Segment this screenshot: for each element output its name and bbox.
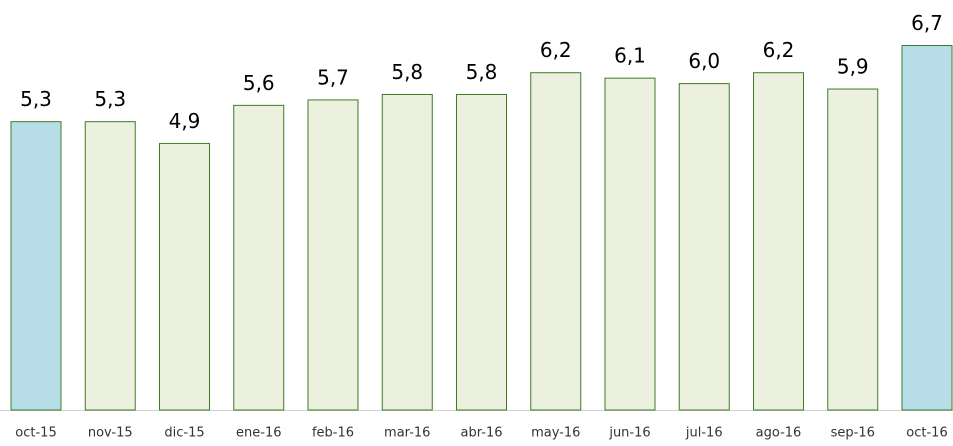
- value-label: 5,9: [837, 55, 869, 79]
- value-label: 4,9: [169, 109, 201, 133]
- value-label: 6,2: [540, 38, 572, 62]
- bar: [827, 88, 879, 411]
- x-tick-label: dic-15: [164, 426, 204, 441]
- x-tick-label: oct-16: [906, 426, 947, 441]
- bar: [530, 72, 582, 411]
- value-label: 5,3: [94, 87, 126, 111]
- x-tick-label: oct-15: [15, 426, 56, 441]
- x-tick-label: feb-16: [312, 426, 354, 441]
- x-tick-label: may-16: [531, 426, 580, 441]
- value-label: 6,0: [688, 49, 720, 73]
- bar: [901, 45, 953, 411]
- bar: [233, 104, 285, 411]
- bar: [604, 77, 656, 411]
- value-label: 5,8: [466, 60, 498, 84]
- bar: [456, 93, 507, 411]
- bar: [84, 121, 136, 411]
- value-label: 5,7: [317, 65, 349, 89]
- bar: [753, 72, 804, 411]
- x-tick-label: ene-16: [236, 426, 281, 441]
- x-tick-label: jun-16: [608, 426, 650, 441]
- value-label: 6,7: [911, 11, 943, 35]
- value-label: 6,2: [763, 38, 795, 62]
- x-tick-label: jul-16: [685, 426, 723, 441]
- x-tick-label: nov-15: [88, 426, 133, 441]
- x-tick-label: mar-16: [384, 426, 430, 441]
- x-tick-label: ago-16: [756, 426, 802, 441]
- bar: [381, 93, 433, 411]
- bar: [159, 142, 210, 411]
- bar: [10, 121, 62, 411]
- value-label: 5,8: [391, 60, 423, 84]
- value-label: 5,6: [243, 71, 275, 95]
- value-label: 5,3: [20, 87, 52, 111]
- x-tick-label: abr-16: [461, 426, 503, 441]
- bar: [307, 99, 359, 411]
- x-tick-label: sep-16: [831, 426, 875, 441]
- bar: [678, 83, 730, 411]
- value-label: 6,1: [614, 44, 646, 68]
